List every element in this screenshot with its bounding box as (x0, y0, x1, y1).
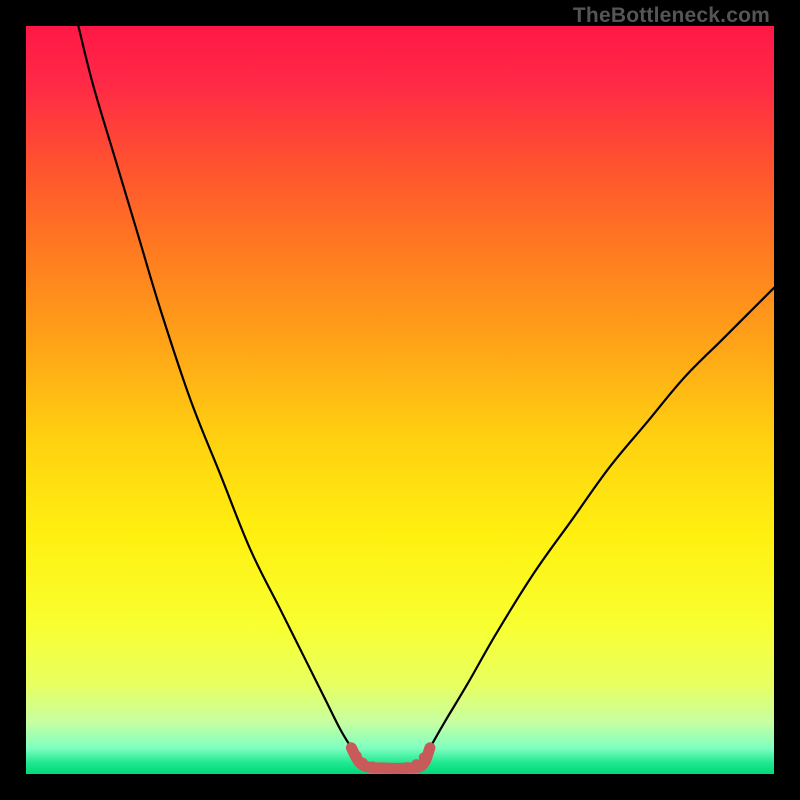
trough-dot (419, 752, 429, 762)
trough-dot (425, 743, 435, 753)
chart-container: TheBottleneck.com (0, 0, 800, 800)
gradient-background (26, 26, 774, 774)
trough-dot (391, 763, 401, 773)
trough-dot (357, 758, 367, 768)
gradient-chart (26, 26, 774, 774)
watermark-text: TheBottleneck.com (573, 4, 770, 28)
trough-dot (367, 761, 377, 771)
trough-dot (380, 763, 390, 773)
trough-dot (402, 762, 412, 772)
plot-area (26, 26, 774, 774)
